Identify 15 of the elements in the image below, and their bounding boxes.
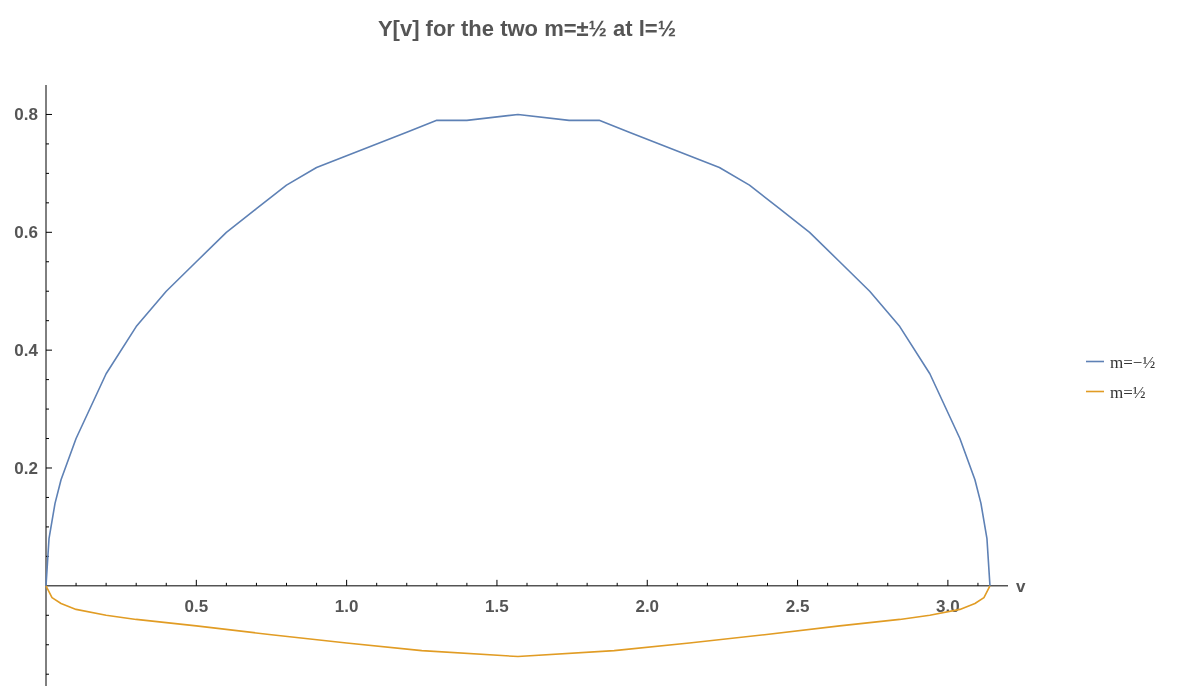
x-axis-title: v [1016, 576, 1026, 596]
y-tick-label: 0.8 [14, 105, 38, 125]
x-tick-label: 0.5 [184, 596, 209, 616]
line-series [45, 113, 991, 587]
chart-title: Y[v] for the two m=±½ at l=½ [377, 16, 677, 41]
x-tick-label: 2.0 [635, 596, 660, 616]
line-series [45, 585, 991, 658]
x-tick-label: 2.5 [785, 596, 810, 616]
x-tick-label: 1.5 [485, 596, 509, 616]
legend-label: m=−½ [1110, 352, 1156, 372]
x-tick-label: 1.0 [334, 596, 359, 616]
y-tick-label: 0.4 [14, 341, 39, 361]
y-tick-label: 0.2 [14, 458, 38, 478]
legend-label: m=½ [1110, 382, 1146, 402]
y-tick-label: 0.6 [14, 223, 38, 243]
